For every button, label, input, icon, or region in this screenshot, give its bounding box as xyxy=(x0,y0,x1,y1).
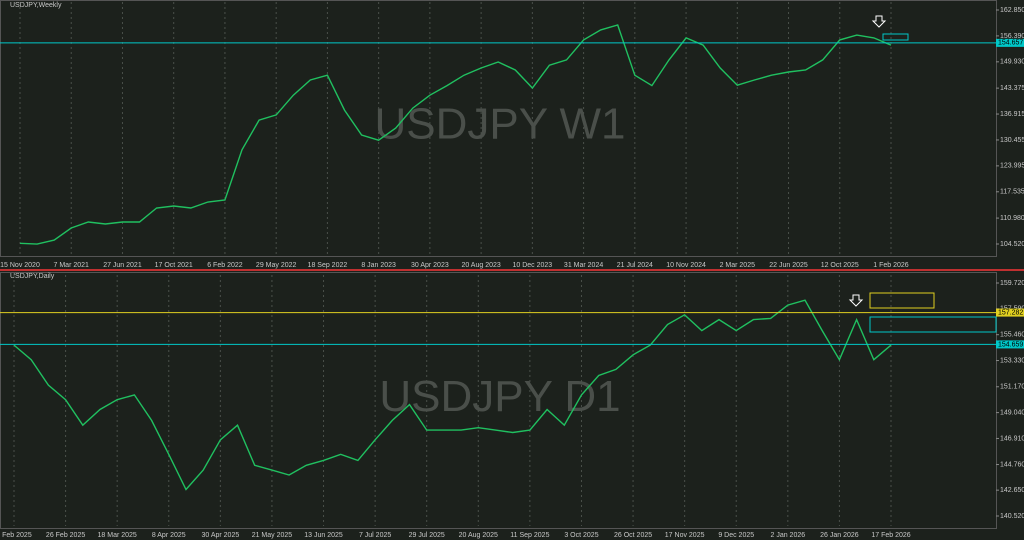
x-tick-label: 7 Mar 2021 xyxy=(54,262,90,269)
y-tick-label: 136.915 xyxy=(1000,111,1024,118)
price-tag xyxy=(996,340,1024,349)
x-tick-label: 8 Jan 2023 xyxy=(361,262,396,269)
price-tag xyxy=(996,308,1024,317)
x-tick-label: 29 May 2022 xyxy=(256,262,297,269)
y-tick-label: 142.650 xyxy=(1000,487,1024,494)
x-tick-label: 22 Jun 2025 xyxy=(769,262,808,269)
zone-box xyxy=(882,33,909,41)
y-tick-label: 153.330 xyxy=(1000,357,1024,364)
y-tick-label: 143.375 xyxy=(1000,85,1024,92)
y-tick-label: 104.520 xyxy=(1000,241,1024,248)
price-tag xyxy=(996,38,1024,47)
x-tick-label: 12 Oct 2025 xyxy=(821,262,859,269)
price-tag-label: 154.659 xyxy=(998,341,1023,348)
x-tick-label: 18 Mar 2025 xyxy=(98,532,137,539)
zone-box xyxy=(869,316,997,333)
arrow-icon xyxy=(848,294,864,307)
x-tick-label: 10 Dec 2023 xyxy=(513,262,553,269)
y-tick-label: 162.850 xyxy=(1000,7,1024,14)
x-tick-label: 20 Aug 2025 xyxy=(459,532,498,539)
x-tick-label: 26 Feb 2025 xyxy=(46,532,85,539)
y-tick-label: 146.910 xyxy=(1000,435,1024,442)
x-tick-label: 29 Jul 2025 xyxy=(409,532,445,539)
x-tick-label: 10 Nov 2024 xyxy=(666,262,706,269)
x-tick-label: 15 Nov 2020 xyxy=(0,262,40,269)
y-tick-label: 159.720 xyxy=(1000,280,1024,287)
x-tick-label: 18 Sep 2022 xyxy=(308,262,348,269)
x-tick-label: 20 Aug 2023 xyxy=(461,262,500,269)
x-tick-label: 27 Jun 2021 xyxy=(103,262,142,269)
y-tick-label: 130.455 xyxy=(1000,137,1024,144)
x-tick-label: 21 Jul 2024 xyxy=(617,262,653,269)
y-tick-label: 144.760 xyxy=(1000,461,1024,468)
y-tick-label: 110.980 xyxy=(1000,215,1024,222)
x-tick-label: 9 Dec 2025 xyxy=(718,532,754,539)
x-tick-label: 26 Oct 2025 xyxy=(614,532,652,539)
y-tick-label: 155.460 xyxy=(1000,332,1024,339)
x-tick-label: 2 Jan 2026 xyxy=(770,532,805,539)
y-tick-label: 117.535 xyxy=(1000,189,1024,196)
x-tick-label: 17 Oct 2021 xyxy=(155,262,193,269)
chart-title: USDJPY,Weekly xyxy=(10,2,62,9)
price-line xyxy=(19,24,892,245)
y-tick-label: 140.520 xyxy=(1000,513,1024,520)
x-tick-label: 1 Feb 2026 xyxy=(873,262,909,269)
x-tick-label: 17 Nov 2025 xyxy=(665,532,705,539)
x-tick-label: 7 Jul 2025 xyxy=(359,532,391,539)
x-tick-label: 21 May 2025 xyxy=(252,532,293,539)
x-tick-label: 4 Feb 2025 xyxy=(0,532,32,539)
y-tick-label: 123.995 xyxy=(1000,163,1024,170)
x-tick-label: 8 Apr 2025 xyxy=(152,532,186,539)
price-line xyxy=(13,299,892,491)
y-tick-label: 151.170 xyxy=(1000,384,1024,391)
arrow-icon xyxy=(871,15,887,28)
price-tag-label: 157.282 xyxy=(998,309,1023,316)
x-tick-label: 6 Feb 2022 xyxy=(207,262,243,269)
y-tick-label: 156.390 xyxy=(1000,33,1024,40)
x-tick-label: 30 Apr 2025 xyxy=(201,532,239,539)
price-tag-label: 154.657 xyxy=(998,40,1023,47)
panel-frame xyxy=(0,272,997,529)
x-tick-label: 26 Jan 2026 xyxy=(820,532,859,539)
x-tick-label: 3 Oct 2025 xyxy=(564,532,598,539)
y-tick-label: 149.040 xyxy=(1000,409,1024,416)
chart-title: USDJPY,Daily xyxy=(10,273,55,280)
x-tick-label: 30 Apr 2023 xyxy=(411,262,449,269)
x-tick-label: 11 Sep 2025 xyxy=(510,532,549,539)
x-tick-label: 2 Mar 2025 xyxy=(720,262,756,269)
x-tick-label: 17 Feb 2026 xyxy=(871,532,910,539)
x-tick-label: 13 Jun 2025 xyxy=(304,532,343,539)
zone-box xyxy=(869,292,935,309)
panel-frame xyxy=(0,0,997,257)
watermark: USDJPY W1 xyxy=(374,100,625,149)
x-tick-label: 31 Mar 2024 xyxy=(564,262,603,269)
y-tick-label: 149.930 xyxy=(1000,59,1024,66)
